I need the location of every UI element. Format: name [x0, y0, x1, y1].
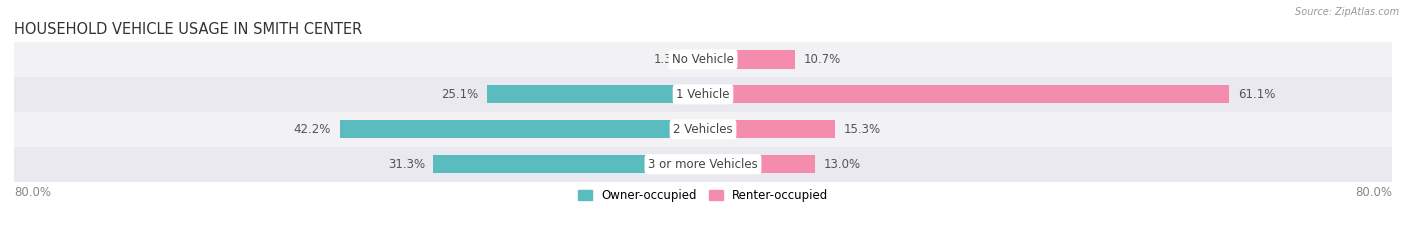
Bar	[703, 85, 1229, 103]
Bar	[14, 42, 1392, 77]
Text: 13.0%: 13.0%	[824, 158, 860, 171]
Bar	[14, 112, 1392, 147]
Legend: Owner-occupied, Renter-occupied: Owner-occupied, Renter-occupied	[572, 184, 834, 207]
Text: 42.2%: 42.2%	[294, 123, 330, 136]
Text: 80.0%: 80.0%	[1355, 186, 1392, 199]
Text: Source: ZipAtlas.com: Source: ZipAtlas.com	[1295, 7, 1399, 17]
Bar	[14, 147, 1392, 182]
Text: 2 Vehicles: 2 Vehicles	[673, 123, 733, 136]
Text: 61.1%: 61.1%	[1237, 88, 1275, 101]
Text: HOUSEHOLD VEHICLE USAGE IN SMITH CENTER: HOUSEHOLD VEHICLE USAGE IN SMITH CENTER	[14, 22, 363, 37]
Text: 15.3%: 15.3%	[844, 123, 880, 136]
Bar	[703, 155, 815, 173]
Bar	[433, 155, 703, 173]
Text: 31.3%: 31.3%	[388, 158, 425, 171]
Bar	[14, 77, 1392, 112]
Bar	[703, 120, 835, 138]
Bar	[486, 85, 703, 103]
Bar	[692, 50, 703, 69]
Text: 10.7%: 10.7%	[804, 53, 841, 66]
Text: 80.0%: 80.0%	[14, 186, 51, 199]
Bar	[340, 120, 703, 138]
Text: 3 or more Vehicles: 3 or more Vehicles	[648, 158, 758, 171]
Text: 25.1%: 25.1%	[441, 88, 478, 101]
Bar	[703, 50, 796, 69]
Text: 1.3%: 1.3%	[654, 53, 683, 66]
Text: 1 Vehicle: 1 Vehicle	[676, 88, 730, 101]
Text: No Vehicle: No Vehicle	[672, 53, 734, 66]
